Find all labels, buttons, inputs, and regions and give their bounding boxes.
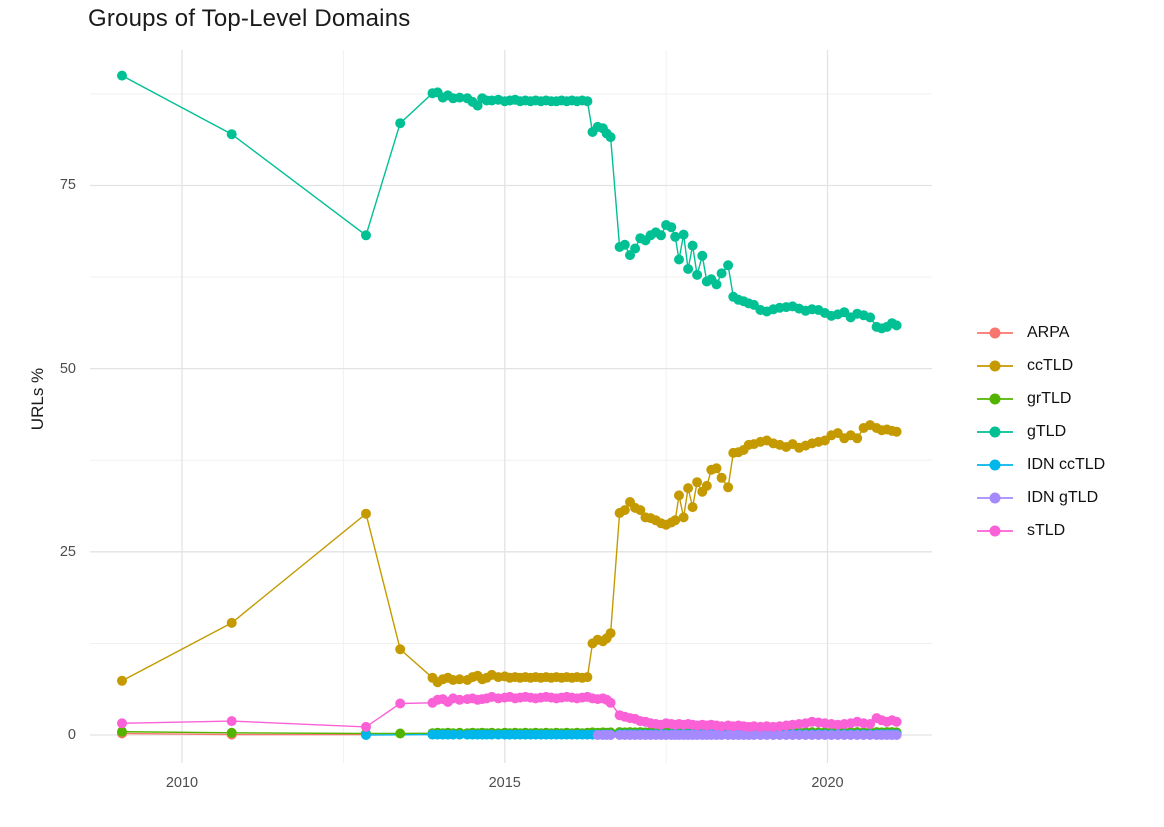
x-tick-label: 2020 xyxy=(811,775,844,791)
legend-key-icon xyxy=(977,492,1013,503)
legend-item-ccTLD: ccTLD xyxy=(976,349,1105,382)
gridlines xyxy=(90,50,932,763)
legend-item-sTLD: sTLD xyxy=(976,514,1105,547)
y-axis-title: URLs % xyxy=(28,367,47,431)
legend-item-ARPA: ARPA xyxy=(976,316,1105,349)
legend-label: ARPA xyxy=(1027,323,1070,341)
legend-label: IDN ccTLD xyxy=(1027,455,1106,473)
series-line-gTLD xyxy=(121,74,897,330)
legend-item-grTLD: grTLD xyxy=(976,382,1105,415)
series-points-ccTLD xyxy=(117,420,902,688)
chart-title: Groups of Top-Level Domains xyxy=(88,5,411,32)
legend: ARPA ccTLD grTLD gTLD IDN ccTLD IDN gTLD sTLD xyxy=(976,316,1105,547)
series-points xyxy=(117,70,902,740)
legend-label: grTLD xyxy=(1027,389,1072,407)
x-tick-label: 2015 xyxy=(488,775,521,791)
legend-label: gTLD xyxy=(1027,422,1067,440)
legend-key-icon xyxy=(977,426,1013,437)
x-tick-label: 2010 xyxy=(165,775,199,791)
legend-item-IDN-ccTLD: IDN ccTLD xyxy=(976,448,1105,481)
series-points-gTLD xyxy=(117,70,902,334)
series-points-sTLD xyxy=(117,691,902,732)
series-lines xyxy=(121,74,897,736)
legend-label: ccTLD xyxy=(1027,356,1074,374)
series-points-IDN-gTLD xyxy=(592,730,902,740)
legend-key-icon xyxy=(977,525,1013,536)
y-tick-label: 75 xyxy=(59,177,76,194)
legend-item-gTLD: gTLD xyxy=(976,415,1105,448)
legend-label: sTLD xyxy=(1027,521,1066,539)
y-tick-label: 25 xyxy=(59,543,76,560)
legend-key-icon xyxy=(977,393,1013,404)
y-tick-label: 50 xyxy=(59,360,76,377)
legend-label: IDN gTLD xyxy=(1027,488,1099,506)
legend-key-icon xyxy=(977,360,1013,371)
legend-key-icon xyxy=(977,459,1013,470)
legend-key-icon xyxy=(977,327,1013,338)
y-tick-label: 0 xyxy=(67,727,76,743)
legend-item-IDN-gTLD: IDN gTLD xyxy=(976,481,1105,514)
